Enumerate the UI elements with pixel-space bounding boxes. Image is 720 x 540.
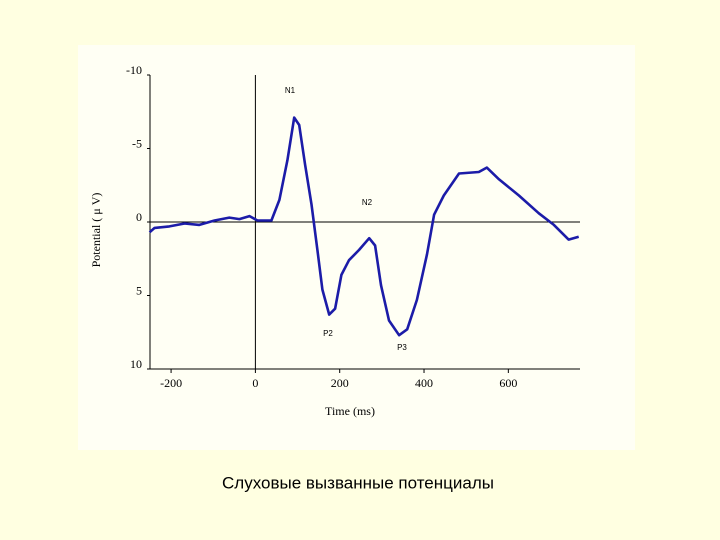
- peak-annotation: P3: [397, 343, 407, 352]
- peak-annotation: P2: [323, 329, 333, 338]
- x-tick-label: 600: [499, 376, 517, 390]
- y-tick-label: -10: [126, 63, 142, 77]
- y-tick-label: 5: [136, 283, 142, 297]
- x-tick-label: -200: [160, 376, 182, 390]
- plot-panel: [78, 45, 635, 450]
- y-tick-label: 10: [130, 357, 142, 371]
- x-tick-label: 0: [252, 376, 258, 390]
- chart-title: Слуховые вызванные потенциалы: [222, 473, 494, 492]
- y-axis-label: Potential ( μ V): [89, 193, 103, 268]
- peak-annotation: N1: [285, 86, 296, 95]
- peak-annotation: N2: [362, 198, 373, 207]
- x-axis-label: Time (ms): [325, 404, 375, 418]
- y-tick-label: -5: [132, 136, 142, 150]
- x-tick-label: 200: [331, 376, 349, 390]
- data-line: [148, 116, 580, 337]
- x-tick-label: 400: [415, 376, 433, 390]
- y-tick-label: 0: [136, 210, 142, 224]
